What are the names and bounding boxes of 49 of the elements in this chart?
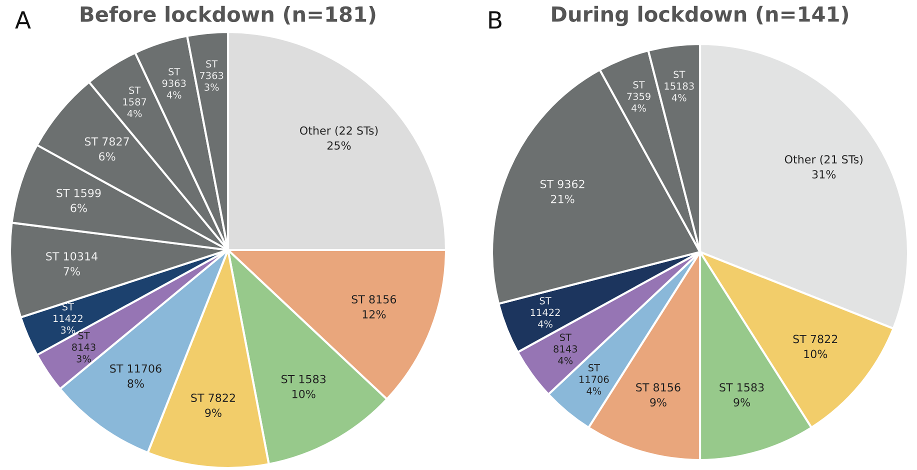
slice-label: ST 9363 bbox=[162, 68, 186, 87]
data-label: 9% bbox=[734, 398, 750, 407]
data-label: 3% bbox=[76, 355, 91, 362]
data-label: 4% bbox=[632, 104, 646, 112]
data-label: 3% bbox=[204, 83, 219, 91]
slice-label: ST 7822 bbox=[793, 334, 838, 344]
text: B bbox=[489, 11, 502, 29]
data-label: 9% bbox=[205, 408, 222, 417]
slice-label: ST 7822 bbox=[191, 394, 235, 402]
data-label: 4% bbox=[127, 110, 142, 118]
slice-label: ST 9362 bbox=[540, 180, 584, 188]
slice-label: ST 7363 bbox=[200, 60, 224, 80]
slice-label: ST 8156 bbox=[636, 383, 680, 392]
slice-label: ST 7359 bbox=[627, 81, 650, 100]
data-label: 4% bbox=[586, 387, 602, 395]
data-label: 4% bbox=[558, 356, 573, 364]
data-label: 6% bbox=[70, 204, 87, 212]
data-label: 31% bbox=[812, 170, 836, 179]
slice-label: ST 1583 bbox=[720, 383, 764, 392]
data-label: 4% bbox=[538, 320, 552, 328]
slice-label: ST 1599 bbox=[56, 188, 101, 198]
slice-label: ST 11422 bbox=[54, 303, 82, 322]
slice-label: ST 8143 bbox=[554, 334, 577, 353]
slice-label: ST 1583 bbox=[282, 374, 326, 384]
data-label: 8% bbox=[128, 379, 144, 388]
slice-label: ST 1587 bbox=[123, 86, 146, 106]
slice-label: ST 15183 bbox=[664, 70, 694, 90]
slice-label: ST 10314 bbox=[46, 252, 98, 261]
slice-label: ST 11706 bbox=[580, 364, 609, 384]
data-label: 21% bbox=[551, 194, 574, 204]
chart-title: During lockdown (n=141) bbox=[552, 6, 848, 26]
data-label: 4% bbox=[672, 94, 686, 102]
data-label: 12% bbox=[362, 310, 386, 318]
text: A bbox=[15, 11, 31, 29]
slice-label: ST 11422 bbox=[530, 297, 560, 316]
slice-label: ST 8156 bbox=[352, 295, 396, 304]
data-label: 6% bbox=[99, 152, 116, 161]
chart-title: Before lockdown (n=181) bbox=[80, 6, 376, 24]
data-label: 4% bbox=[166, 91, 182, 99]
slice-label: Other (21 STs) bbox=[784, 154, 863, 165]
slice-label: ST 7827 bbox=[84, 137, 129, 146]
data-label: 25% bbox=[327, 141, 351, 150]
slice-label: Other (22 STs) bbox=[300, 126, 378, 136]
data-label: 7% bbox=[64, 267, 80, 276]
data-label: 3% bbox=[60, 326, 76, 334]
slice-label: ST 11706 bbox=[110, 364, 162, 373]
data-label: 10% bbox=[292, 390, 316, 398]
data-label: 9% bbox=[650, 398, 666, 407]
data-label: 10% bbox=[804, 350, 828, 358]
